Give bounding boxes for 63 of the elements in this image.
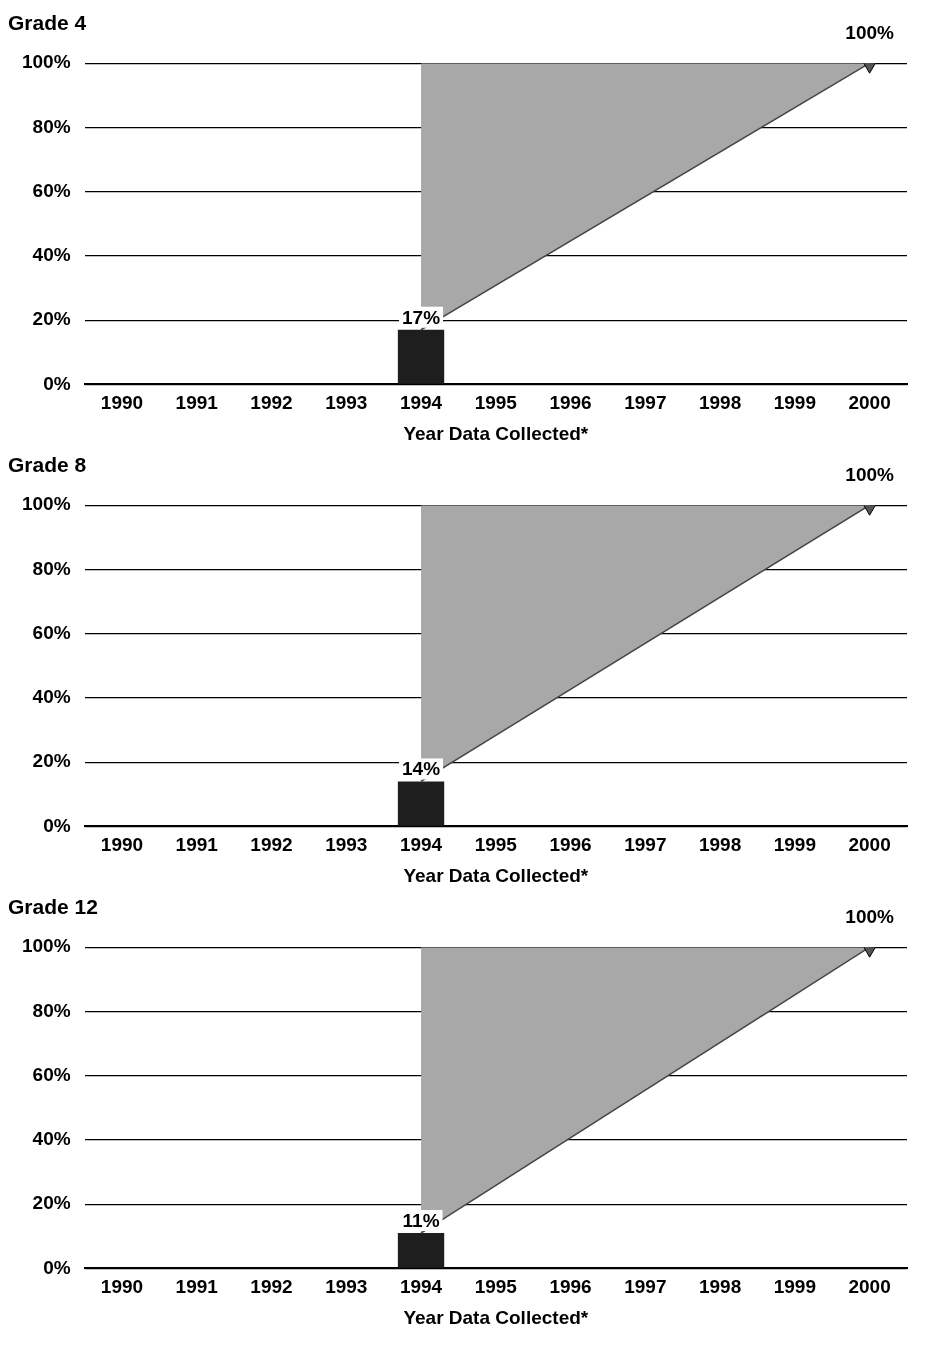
x-tick-label: 1994 [399, 1276, 443, 1298]
x-tick-label: 1990 [100, 392, 144, 414]
data-label: 100% [845, 21, 895, 43]
y-tick-label: 100% [21, 51, 71, 73]
x-tick-label: 1995 [474, 834, 518, 856]
chart-title: Grade 8 [8, 453, 87, 477]
x-tick-label: 1990 [100, 1276, 144, 1298]
y-tick-label: 0% [43, 372, 71, 394]
x-tick-label: 1990 [100, 834, 144, 856]
x-tick-label: 1996 [549, 1276, 592, 1298]
x-tick-label: 1997 [624, 834, 667, 856]
y-tick-label: 100% [21, 493, 71, 515]
x-axis-title: Year Data Collected* [403, 1306, 589, 1328]
y-tick-label: 40% [32, 1128, 71, 1150]
y-tick-label: 40% [32, 686, 71, 708]
x-tick-label: 1991 [175, 1276, 219, 1298]
x-tick-label: 1993 [325, 392, 368, 414]
x-tick-label: 1996 [549, 392, 592, 414]
x-tick-label: 2000 [848, 392, 891, 414]
chart-title: Grade 12 [8, 895, 98, 919]
x-tick-label: 1997 [624, 392, 667, 414]
data-label: 11% [402, 1209, 440, 1231]
y-tick-label: 0% [43, 814, 71, 836]
y-tick-label: 20% [32, 750, 71, 772]
y-tick-label: 80% [32, 115, 71, 137]
x-tick-label: 1999 [773, 834, 816, 856]
x-tick-label: 1998 [698, 392, 742, 414]
x-tick-label: 1993 [325, 1276, 368, 1298]
x-tick-label: 1999 [773, 392, 816, 414]
x-tick-label: 1994 [399, 834, 443, 856]
y-tick-label: 40% [32, 244, 71, 266]
chart-title: Grade 4 [8, 11, 87, 35]
x-tick-label: 1991 [175, 834, 219, 856]
x-tick-label: 1998 [698, 1276, 742, 1298]
data-label: 17% [402, 306, 441, 328]
x-tick-label: 1995 [474, 392, 518, 414]
data-label: 14% [402, 758, 441, 780]
x-tick-label: 2000 [848, 834, 891, 856]
x-tick-label: 1993 [325, 834, 368, 856]
x-tick-label: 1995 [474, 1276, 518, 1298]
y-tick-label: 0% [43, 1256, 71, 1278]
x-axis-title: Year Data Collected* [403, 864, 589, 886]
y-tick-label: 80% [32, 999, 71, 1021]
y-tick-label: 20% [32, 1192, 71, 1214]
y-tick-label: 100% [21, 935, 71, 957]
x-axis-title: Year Data Collected* [403, 422, 589, 444]
y-tick-label: 20% [32, 308, 71, 330]
x-tick-label: 1999 [773, 1276, 816, 1298]
x-tick-label: 1992 [250, 834, 293, 856]
data-label: 100% [845, 463, 895, 485]
x-tick-label: 1991 [175, 392, 219, 414]
x-tick-label: 2000 [848, 1276, 891, 1298]
x-tick-label: 1997 [624, 1276, 667, 1298]
x-tick-label: 1994 [399, 392, 443, 414]
y-tick-label: 60% [32, 621, 71, 643]
x-tick-label: 1996 [549, 834, 592, 856]
x-tick-label: 1992 [250, 1276, 293, 1298]
y-tick-label: 60% [32, 1063, 71, 1085]
x-tick-label: 1998 [698, 834, 742, 856]
y-tick-label: 60% [32, 179, 71, 201]
data-label: 100% [845, 905, 895, 927]
x-tick-label: 1992 [250, 392, 293, 414]
y-tick-label: 80% [32, 557, 71, 579]
